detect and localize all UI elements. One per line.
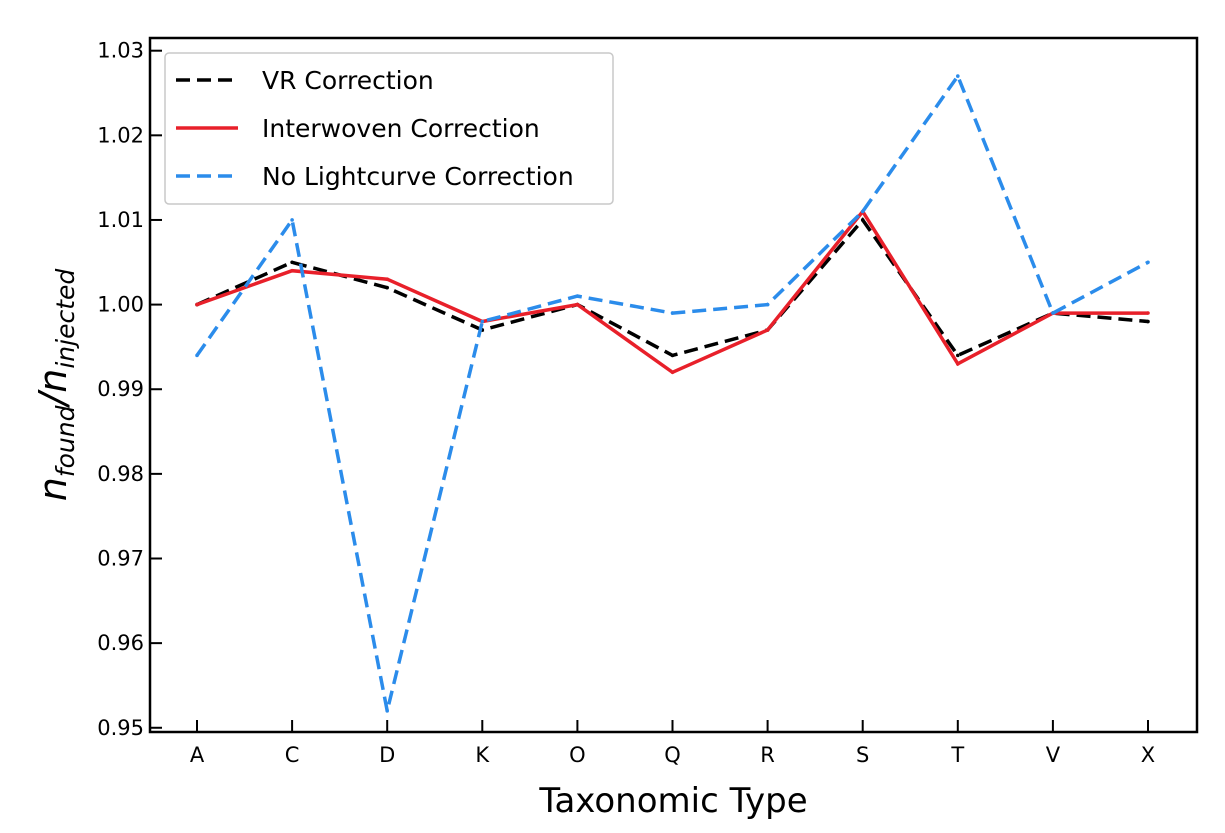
x-tick-label: X — [1141, 743, 1155, 767]
y-tick-label: 0.97 — [97, 547, 144, 571]
series-1-point — [385, 285, 390, 290]
x-tick-label: S — [856, 743, 869, 767]
series-3-point — [575, 294, 580, 298]
series-2-point — [670, 370, 675, 375]
series-line-2 — [196, 208, 1148, 375]
series-3-point — [765, 302, 770, 307]
y-tick-label: 0.99 — [97, 377, 144, 401]
y-tick-label: 1.02 — [97, 123, 144, 147]
series-line-1 — [196, 217, 1149, 358]
y-axis: 0.95 0.96 0.97 0.98 0.99 1.00 1.01 1.02 1.03 — [97, 39, 162, 740]
x-tick-label: D — [379, 743, 395, 767]
x-tick-label: O — [569, 743, 586, 767]
y-label-n1: n — [31, 477, 75, 501]
y-axis-label: nfound/ninjected — [31, 269, 80, 502]
series-1-point — [956, 353, 960, 358]
legend-box — [164, 52, 614, 205]
y-tick-label: 0.98 — [97, 462, 144, 486]
series-1-point — [1146, 319, 1150, 324]
x-tick-label: A — [190, 743, 205, 767]
legend: VR Correction Interwoven Correction No Lig… — [164, 52, 614, 205]
y-tick-label: 0.95 — [97, 716, 144, 740]
series-1-point — [670, 353, 675, 358]
series-2-point — [956, 362, 960, 366]
legend-label: VR Correction — [262, 66, 434, 95]
series-1-point — [290, 260, 294, 265]
y-label-sub2: injected — [51, 269, 80, 369]
series-3-point — [1146, 260, 1150, 265]
legend-label: Interwoven Correction — [262, 114, 540, 143]
series-2-point — [575, 302, 580, 307]
y-label-n2: n — [31, 369, 75, 393]
x-tick-label: T — [950, 743, 964, 767]
y-tick-label: 1.01 — [97, 208, 144, 232]
series-2-point — [385, 277, 390, 282]
series-3-point — [480, 319, 485, 324]
y-tick-label: 0.96 — [97, 631, 144, 655]
x-tick-label: C — [285, 743, 300, 767]
series-3-point — [956, 74, 960, 78]
y-label-slash: / — [31, 389, 75, 409]
series-3-point — [385, 709, 390, 713]
x-tick-label: K — [475, 743, 490, 767]
x-tick-label: V — [1046, 743, 1061, 767]
legend-label: No Lightcurve Correction — [262, 162, 574, 191]
series-2-point — [290, 268, 294, 273]
series-2-point — [765, 328, 770, 332]
y-tick-label: 1.00 — [97, 293, 144, 317]
x-tick-label: Q — [664, 743, 681, 767]
series-3-point — [670, 311, 675, 315]
y-tick-label: 1.03 — [97, 39, 144, 63]
series-3-point — [290, 218, 294, 222]
series-2-point — [195, 302, 199, 307]
series-3-point — [195, 353, 199, 358]
series-1-point — [860, 218, 865, 222]
series-2-point — [1146, 311, 1150, 315]
x-tick-label: R — [760, 743, 775, 767]
x-axis-label: Taxonomic Type — [538, 781, 807, 821]
y-label-sub1: found — [51, 405, 80, 477]
series-3-point — [860, 209, 865, 214]
series-3-point — [1051, 311, 1055, 315]
series-layer — [195, 72, 1150, 713]
